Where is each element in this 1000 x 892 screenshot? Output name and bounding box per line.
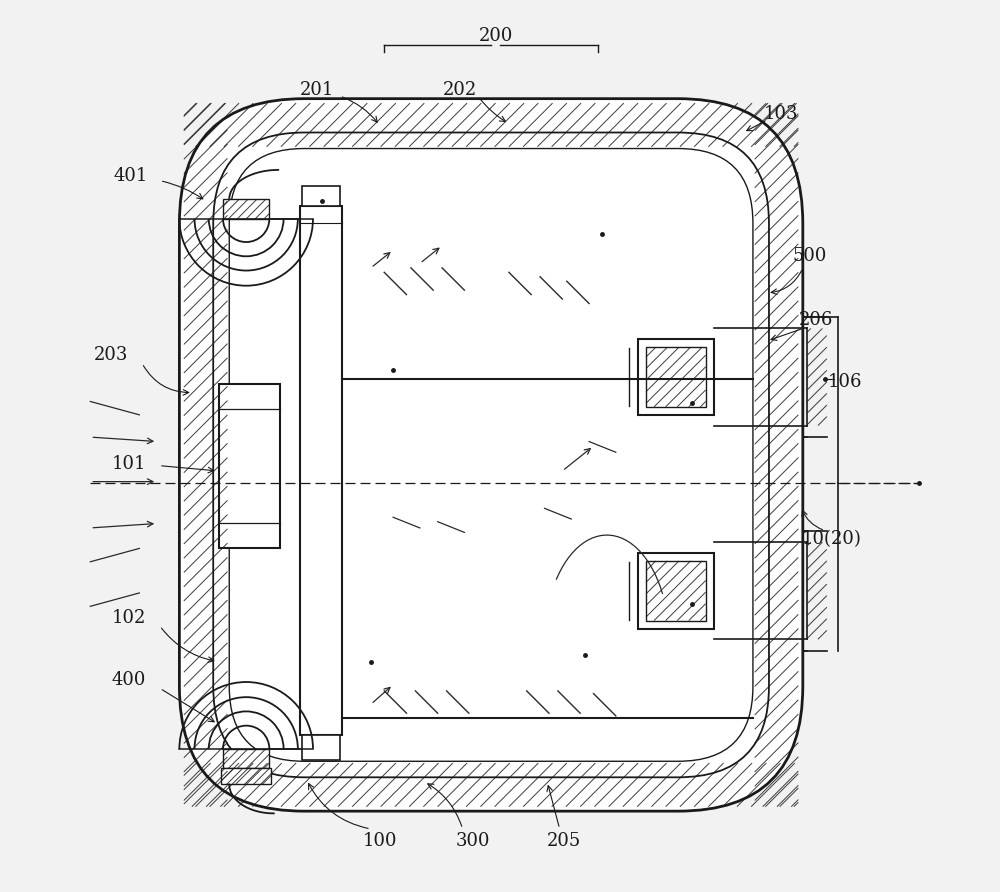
Text: 203: 203 [94, 346, 128, 364]
Bar [219, 384, 280, 549]
Text: 206: 206 [799, 310, 833, 328]
Bar [302, 735, 340, 760]
Text: 102: 102 [111, 609, 146, 627]
Text: 500: 500 [793, 247, 827, 265]
Bar [223, 748, 269, 768]
Bar [638, 553, 714, 629]
Text: 401: 401 [113, 167, 148, 186]
Bar [638, 339, 714, 415]
FancyBboxPatch shape [179, 99, 803, 811]
Text: 106: 106 [827, 373, 862, 391]
Bar [221, 768, 271, 784]
Bar [646, 561, 706, 621]
Text: 100: 100 [363, 831, 397, 849]
Text: 201: 201 [300, 81, 335, 99]
Text: 202: 202 [443, 81, 477, 99]
Bar [300, 205, 342, 735]
Text: 205: 205 [547, 831, 581, 849]
Text: 400: 400 [111, 672, 146, 690]
Text: 101: 101 [111, 455, 146, 473]
Bar [646, 347, 706, 407]
FancyBboxPatch shape [213, 133, 769, 777]
Text: 300: 300 [456, 831, 491, 849]
Text: 103: 103 [763, 104, 798, 123]
Text: 200: 200 [478, 28, 513, 45]
Bar [302, 186, 340, 205]
Text: 10(20): 10(20) [801, 531, 861, 549]
FancyBboxPatch shape [229, 149, 753, 761]
Bar [223, 199, 269, 219]
